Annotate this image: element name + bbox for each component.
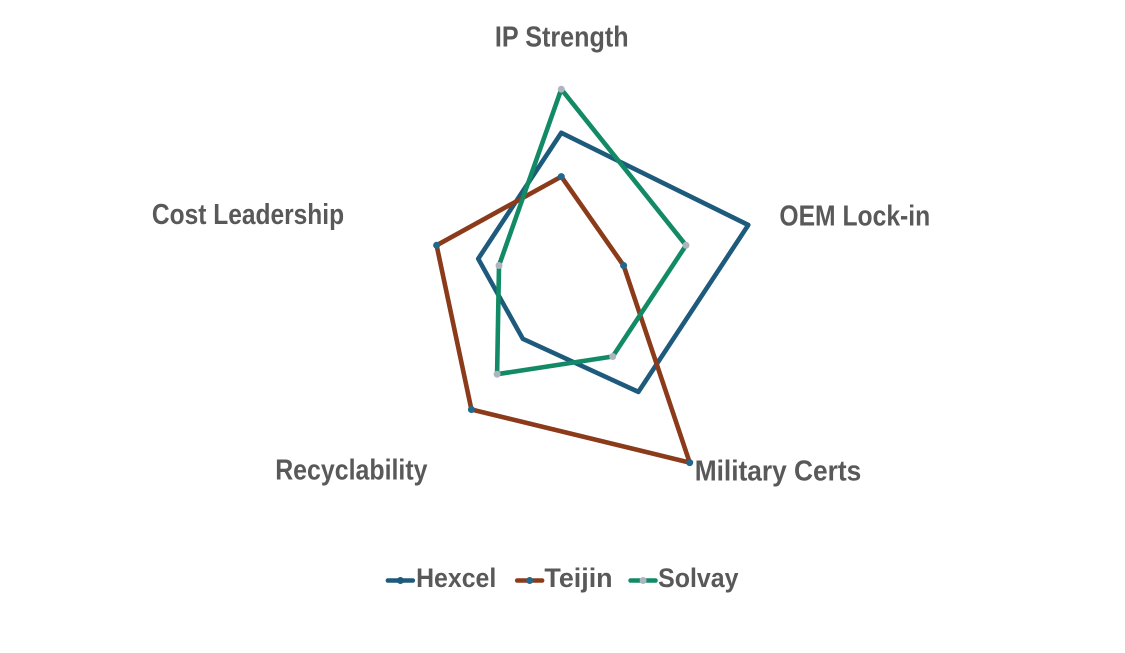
svg-text:Military Certs: Military Certs [695, 456, 862, 488]
svg-text:IP Strength: IP Strength [495, 22, 629, 54]
svg-text:Hexcel: Hexcel [416, 563, 496, 593]
svg-text:Teijin: Teijin [544, 563, 612, 593]
svg-text:Recyclability: Recyclability [275, 455, 427, 487]
svg-text:Cost Leadership: Cost Leadership [152, 199, 344, 231]
svg-text:OEM Lock-in: OEM Lock-in [779, 200, 930, 232]
svg-text:Solvay: Solvay [658, 563, 738, 593]
